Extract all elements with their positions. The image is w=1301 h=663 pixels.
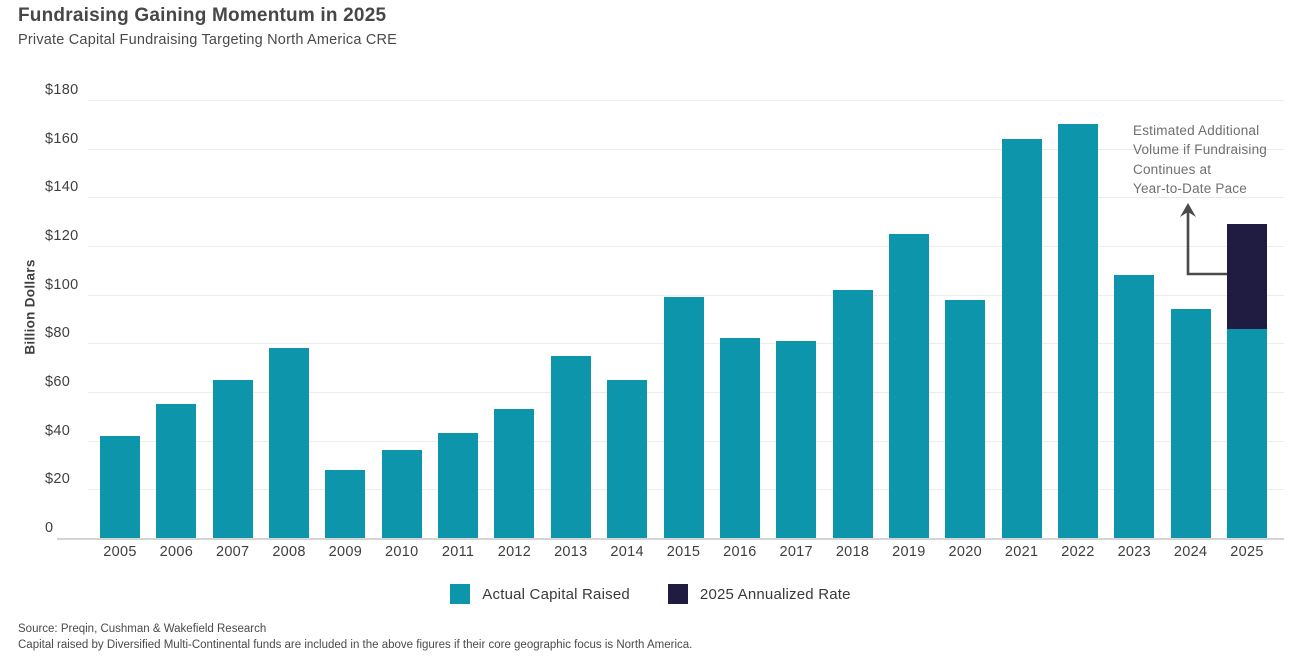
up-arrow-elbow-icon bbox=[1180, 203, 1227, 276]
bar-actual-2008 bbox=[269, 348, 310, 538]
bar-actual-2011 bbox=[438, 433, 479, 538]
gridline-180 bbox=[88, 100, 1284, 101]
gridline-100 bbox=[88, 294, 1284, 296]
methodology-note: Capital raised by Diversified Multi-Cont… bbox=[18, 639, 693, 651]
bar-actual-2006 bbox=[156, 404, 197, 538]
annotation-line: Volume if Fundraising bbox=[1133, 142, 1268, 158]
gridline-140 bbox=[88, 197, 1284, 199]
gridline-120 bbox=[88, 246, 1284, 247]
bar-actual-2018 bbox=[832, 289, 873, 538]
x-tick-label-2017: 2017 bbox=[779, 544, 813, 560]
bar-actual-2025 bbox=[1227, 328, 1267, 538]
bar-actual-2022 bbox=[1057, 124, 1098, 538]
legend-label: 2025 Annualized Rate bbox=[699, 585, 851, 603]
x-tick-label-2010: 2010 bbox=[385, 544, 419, 560]
page-subtitle: Private Capital Fundraising Targeting No… bbox=[18, 32, 398, 48]
x-tick-label-2025: 2025 bbox=[1230, 544, 1264, 560]
y-tick-label-80: $80 bbox=[45, 325, 71, 342]
bar-actual-2012 bbox=[494, 409, 535, 538]
x-tick-label-2016: 2016 bbox=[723, 544, 757, 560]
x-tick-label-2008: 2008 bbox=[272, 544, 306, 560]
x-tick-label-2020: 2020 bbox=[948, 544, 982, 560]
y-tick-label-60: $60 bbox=[45, 374, 71, 390]
y-axis-title: Billion Dollars bbox=[22, 259, 38, 355]
y-tick-label-20: $20 bbox=[45, 471, 71, 488]
legend-label: Actual Capital Raised bbox=[482, 585, 630, 603]
gridline-160 bbox=[88, 148, 1284, 150]
x-tick-label-2005: 2005 bbox=[103, 544, 137, 560]
x-tick-label-2014: 2014 bbox=[610, 544, 644, 560]
legend-item-actual: Actual Capital Raised bbox=[450, 584, 630, 604]
x-tick-label-2018: 2018 bbox=[835, 544, 870, 560]
bar-actual-2023 bbox=[1114, 275, 1155, 538]
annotation-line: Estimated Additional bbox=[1133, 123, 1260, 138]
x-tick-label-2023: 2023 bbox=[1117, 544, 1152, 560]
legend-swatch-teal-icon bbox=[450, 584, 471, 604]
bar-actual-2016 bbox=[719, 338, 760, 538]
x-tick-label-2013: 2013 bbox=[554, 544, 588, 560]
bar-actual-2020 bbox=[945, 299, 986, 538]
bar-actual-2017 bbox=[776, 340, 817, 538]
x-tick-label-2007: 2007 bbox=[215, 544, 250, 560]
x-tick-label-2015: 2015 bbox=[666, 544, 701, 560]
bar-actual-2013 bbox=[550, 355, 591, 538]
bar-actual-2007 bbox=[212, 379, 253, 538]
bar-actual-2010 bbox=[381, 450, 422, 538]
x-tick-label-2024: 2024 bbox=[1173, 544, 1208, 560]
bar-annualized-2025 bbox=[1227, 224, 1267, 329]
legend-swatch-navy-icon bbox=[667, 584, 688, 604]
bar-actual-2024 bbox=[1170, 309, 1211, 538]
bar-actual-2015 bbox=[663, 297, 704, 538]
legend-item-annualized: 2025 Annualized Rate bbox=[667, 584, 851, 604]
y-tick-label-140: $140 bbox=[45, 179, 79, 196]
y-tick-label-160: $160 bbox=[45, 130, 79, 147]
x-axis-baseline bbox=[57, 538, 1284, 540]
y-tick-label-40: $40 bbox=[45, 422, 71, 439]
source-note: Source: Preqin, Cushman & Wakefield Rese… bbox=[18, 623, 267, 635]
x-tick-label-2021: 2021 bbox=[1004, 544, 1039, 560]
bar-actual-2014 bbox=[607, 379, 648, 538]
plot-area: 2005 2006 2007 2008 2009 2010 2011 2012 2013 2014… bbox=[88, 100, 1284, 560]
y-tick-label-0: 0 bbox=[45, 520, 54, 536]
annotation-estimated-volume: Estimated Additional Volume if Fundraisi… bbox=[1133, 121, 1267, 198]
x-tick-label-2009: 2009 bbox=[328, 544, 363, 560]
x-tick-label-2012: 2012 bbox=[497, 544, 532, 560]
bar-actual-2005 bbox=[100, 435, 140, 538]
bar-actual-2009 bbox=[325, 469, 366, 538]
annotation-line: Continues at bbox=[1133, 161, 1212, 177]
page-title: Fundraising Gaining Momentum in 2025 bbox=[18, 5, 387, 26]
x-tick-label-2011: 2011 bbox=[441, 544, 475, 560]
y-tick-label-120: $120 bbox=[45, 228, 79, 244]
x-tick-label-2022: 2022 bbox=[1061, 544, 1095, 560]
x-tick-label-2019: 2019 bbox=[892, 544, 926, 560]
bar-actual-2019 bbox=[888, 233, 929, 538]
bar-actual-2021 bbox=[1001, 138, 1042, 538]
x-tick-label-2006: 2006 bbox=[159, 544, 194, 560]
legend: Actual Capital Raised 2025 Annualized Ra… bbox=[0, 584, 1301, 604]
annotation-line: Year-to-Date Pace bbox=[1133, 180, 1247, 196]
y-tick-label-100: $100 bbox=[45, 276, 79, 293]
y-tick-label-180: $180 bbox=[45, 82, 79, 98]
